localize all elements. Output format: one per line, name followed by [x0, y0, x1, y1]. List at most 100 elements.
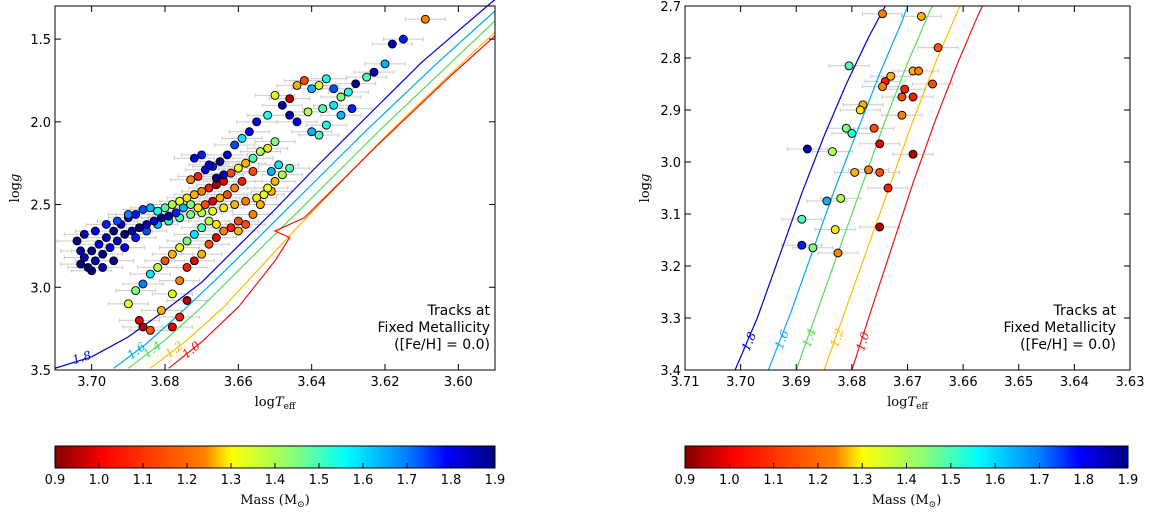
track-1.8 — [734, 5, 886, 370]
data-point — [241, 158, 251, 168]
x-tick-label: 3.65 — [1004, 375, 1033, 390]
data-point — [299, 76, 309, 85]
data-point — [883, 183, 893, 193]
colorbar-tick-label: 1.3 — [221, 473, 242, 488]
data-point — [252, 193, 262, 203]
data-point — [175, 196, 185, 206]
data-point — [886, 71, 896, 81]
data-point — [230, 200, 240, 209]
data-point — [208, 206, 218, 216]
y-tick-label: 3.4 — [660, 364, 681, 379]
data-point — [270, 137, 280, 147]
data-point — [241, 219, 251, 229]
data-point — [844, 61, 854, 71]
data-point — [255, 200, 265, 209]
data-point — [182, 236, 192, 246]
data-point — [233, 216, 243, 226]
data-point — [145, 269, 155, 279]
data-point — [226, 223, 236, 233]
data-point — [285, 163, 295, 173]
data-point — [897, 92, 907, 102]
data-point — [182, 193, 192, 203]
data-point — [112, 216, 122, 226]
x-tick-label: 3.67 — [893, 375, 922, 390]
data-point — [875, 222, 885, 232]
data-point — [318, 104, 328, 114]
data-point — [120, 229, 130, 239]
data-point — [847, 128, 857, 138]
y-tick-label: 1.5 — [30, 33, 51, 48]
data-point — [797, 214, 807, 224]
x-tick-label: 3.66 — [949, 375, 978, 390]
y-tick-label: 3.1 — [660, 208, 681, 223]
colorbar-label: Mass (M⊙) — [872, 493, 942, 510]
data-point — [120, 243, 130, 253]
data-point — [329, 100, 339, 110]
track-1.8 — [55, 0, 495, 369]
x-tick-label: 3.70 — [726, 375, 755, 390]
data-point — [186, 200, 196, 209]
left-colorbar: 0.9 1.0 1.1 1.2 1.3 1.4 1.5 1.6 1.7 1.8 1.9 Mass (M… — [45, 445, 506, 510]
data-point — [134, 223, 144, 233]
x-tick-label: 3.60 — [444, 375, 473, 390]
data-point — [156, 305, 166, 315]
y-tick-label: 2.5 — [30, 199, 51, 214]
left-chart: 1.8 1.61.41.21.03.70 3.68 3.66 3.64 3.62 3.601… — [8, 0, 496, 412]
annotation-line: Tracks at — [1053, 303, 1117, 319]
data-point — [123, 210, 133, 219]
data-point — [197, 223, 207, 233]
data-point — [197, 249, 207, 259]
colorbar-tick-label: 1.1 — [133, 473, 154, 488]
data-point — [237, 133, 247, 143]
data-point — [270, 90, 280, 100]
data-point — [380, 59, 390, 69]
plot-area — [734, 5, 984, 370]
data-point — [215, 157, 225, 166]
colorbar-tick-label: 1.9 — [485, 473, 506, 488]
data-point — [193, 171, 203, 181]
colorbar-tick-label: 1.8 — [1073, 473, 1094, 488]
y-tick-label: 3.2 — [660, 260, 681, 275]
track-1.4 — [127, 20, 495, 369]
data-point — [208, 196, 218, 206]
data-point — [241, 196, 251, 206]
x-tick-label: 3.71 — [671, 375, 700, 390]
data-point — [211, 233, 221, 243]
track-label: 1.8 — [71, 348, 94, 367]
annotation-line: Tracks at — [427, 303, 491, 319]
data-point — [307, 84, 317, 94]
data-point — [189, 229, 199, 239]
data-point — [189, 153, 199, 163]
data-point — [164, 211, 174, 221]
data-point — [145, 325, 155, 335]
data-point — [230, 183, 240, 193]
data-point — [101, 233, 111, 243]
data-point — [270, 176, 280, 186]
data-point — [908, 92, 918, 102]
data-point — [189, 190, 199, 200]
data-point — [197, 150, 207, 160]
data-point — [822, 196, 832, 206]
colorbar-tick-label: 1.5 — [940, 473, 961, 488]
data-point — [153, 206, 163, 216]
data-point — [138, 279, 148, 289]
data-point — [87, 246, 97, 256]
data-point — [131, 233, 141, 243]
track-1.2 — [823, 5, 961, 370]
data-point — [841, 123, 851, 133]
x-tick-label: 3.64 — [1060, 375, 1089, 390]
data-point — [149, 216, 159, 226]
annotation-line: ([Fe/H] = 0.0) — [1020, 337, 1116, 353]
data-point — [222, 190, 232, 200]
data-point — [219, 203, 229, 213]
data-point — [211, 219, 221, 229]
track-1.0 — [851, 5, 984, 370]
data-point — [101, 219, 111, 229]
data-point — [833, 248, 843, 258]
y-axis-label: logg — [638, 174, 653, 203]
track-label: 1.0 — [853, 330, 872, 353]
y-tick-label: 3.0 — [660, 156, 681, 171]
data-point — [167, 249, 177, 259]
data-point — [252, 117, 262, 127]
colorbar-tick-label: 1.6 — [985, 473, 1006, 488]
